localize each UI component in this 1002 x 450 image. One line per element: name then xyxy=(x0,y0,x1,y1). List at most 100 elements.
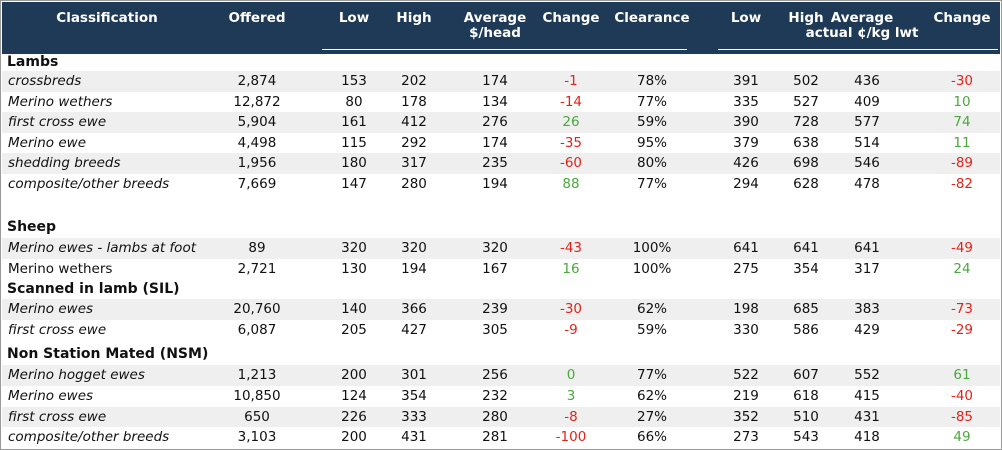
header-average-head: Average $/head xyxy=(450,11,540,41)
cell-low2: 379 xyxy=(733,134,759,151)
cell-change2: 61 xyxy=(953,367,971,383)
cell-change2: 24 xyxy=(953,260,971,277)
cell-average2: 641 xyxy=(854,240,880,256)
cell-low: 205 xyxy=(341,321,367,338)
cell-change: -30 xyxy=(559,301,583,317)
cell-clearance: 77% xyxy=(636,176,667,192)
cell-low2: 352 xyxy=(733,408,759,425)
cell-offered: 89 xyxy=(248,240,266,256)
cell-change2: -89 xyxy=(950,155,974,172)
cell-high2: 728 xyxy=(793,114,819,131)
cell-high2: 510 xyxy=(793,408,819,425)
cell-classification: Merino ewes - lambs at foot xyxy=(8,240,196,256)
cell-average: 134 xyxy=(482,93,508,110)
cell-change2: -85 xyxy=(950,408,974,425)
cell-low2: 390 xyxy=(733,114,759,131)
cell-offered: 3,103 xyxy=(237,429,277,446)
cell-change2: -29 xyxy=(950,321,974,338)
header-low2: Low xyxy=(730,10,762,26)
cell-low: 200 xyxy=(341,367,367,383)
cell-average: 167 xyxy=(482,260,508,277)
cell-high: 301 xyxy=(401,367,427,383)
cell-average2: 577 xyxy=(854,114,880,131)
cell-average2: 429 xyxy=(854,321,880,338)
cell-high: 317 xyxy=(401,155,427,172)
cell-low: 130 xyxy=(341,260,367,277)
cell-average: 174 xyxy=(482,73,508,89)
table-row: Merino ewe 4,498 115 292 174 -35 95% 379 638 514 1… xyxy=(2,133,1000,154)
cell-average: 174 xyxy=(482,134,508,151)
cell-offered: 650 xyxy=(244,408,270,425)
cell-classification: Merino wethers xyxy=(8,93,113,110)
cell-high: 431 xyxy=(401,429,427,446)
cell-average2: 478 xyxy=(854,176,880,192)
cell-offered: 20,760 xyxy=(233,301,281,317)
header-dollar-per-head: $/head xyxy=(469,25,521,41)
cell-clearance: 59% xyxy=(636,321,667,338)
cell-high: 194 xyxy=(401,260,427,277)
cell-low: 161 xyxy=(341,114,367,131)
cell-change: -100 xyxy=(555,429,587,446)
cell-average2: 514 xyxy=(854,134,880,151)
cell-low: 124 xyxy=(341,387,367,404)
cell-clearance: 77% xyxy=(636,93,667,110)
cell-low: 115 xyxy=(341,134,367,151)
header-cents-per-kg: actual ¢/kg lwt xyxy=(805,25,919,41)
table-row: Merino wethers 12,872 80 178 134 -14 77% 335 527… xyxy=(2,92,1000,113)
cell-low: 226 xyxy=(341,408,367,425)
cell-high2: 607 xyxy=(793,367,819,383)
header-clearance: Clearance xyxy=(614,10,690,26)
cell-average: 276 xyxy=(482,114,508,131)
table-row: Merino ewes 10,850 124 354 232 3 62% 219 618 415 -… xyxy=(2,386,1000,407)
cell-clearance: 66% xyxy=(636,429,667,446)
cell-change: -43 xyxy=(559,240,583,256)
cell-change2: 10 xyxy=(953,93,971,110)
cell-average2: 431 xyxy=(854,408,880,425)
cell-low: 153 xyxy=(341,73,367,89)
cell-low: 140 xyxy=(341,301,367,317)
cell-low: 180 xyxy=(341,155,367,172)
cell-classification: first cross ewe xyxy=(8,321,107,338)
cell-change2: 49 xyxy=(953,429,971,446)
cell-offered: 10,850 xyxy=(233,387,281,404)
cell-average: 320 xyxy=(482,240,508,256)
cell-low2: 391 xyxy=(733,73,759,89)
cell-offered: 1,213 xyxy=(237,367,277,383)
table-row: composite/other breeds 3,103 200 431 281 -100… xyxy=(2,427,1000,448)
cell-classification: Merino ewes xyxy=(8,387,94,404)
cell-low2: 426 xyxy=(733,155,759,172)
table-row: first cross ewe 5,904 161 412 276 26 59% 390 728… xyxy=(2,112,1000,133)
cell-change2: -82 xyxy=(950,176,974,192)
cell-change: 3 xyxy=(566,387,576,404)
cell-high2: 527 xyxy=(793,93,819,110)
cell-high2: 586 xyxy=(793,321,819,338)
section-heading: Lambs xyxy=(7,54,59,70)
cell-low: 200 xyxy=(341,429,367,446)
cell-average2: 552 xyxy=(854,367,880,383)
cell-high: 292 xyxy=(401,134,427,151)
cell-average: 194 xyxy=(482,176,508,192)
cell-classification: Merino ewe xyxy=(8,134,87,151)
cell-high: 427 xyxy=(401,321,427,338)
cell-low2: 335 xyxy=(733,93,759,110)
table-row: Merino hogget ewes 1,213 200 301 256 0 77% 522 6… xyxy=(2,365,1000,386)
cell-classification: first cross ewe xyxy=(8,114,107,131)
header-average-lwt: Average actual ¢/kg lwt xyxy=(797,11,927,41)
cell-clearance: 77% xyxy=(636,367,667,383)
cell-clearance: 78% xyxy=(636,73,667,89)
cell-low2: 641 xyxy=(733,240,759,256)
cell-average: 256 xyxy=(482,367,508,383)
cell-offered: 6,087 xyxy=(237,321,277,338)
cell-change: 26 xyxy=(562,114,580,131)
cell-offered: 4,498 xyxy=(237,134,277,151)
cell-low: 320 xyxy=(341,240,367,256)
cell-change2: 74 xyxy=(953,114,971,131)
table-row: crossbreds 2,874 153 202 174 -1 78% 391 502 436 -3… xyxy=(2,71,1000,92)
cell-average2: 546 xyxy=(854,155,880,172)
cell-high: 366 xyxy=(401,301,427,317)
header-rule-cents xyxy=(718,49,998,50)
table-row: Merino wethers 2,721 130 194 167 16 100% 275 354… xyxy=(2,259,1000,280)
cell-high: 412 xyxy=(401,114,427,131)
cell-high2: 628 xyxy=(793,176,819,192)
cell-offered: 2,874 xyxy=(237,73,277,89)
